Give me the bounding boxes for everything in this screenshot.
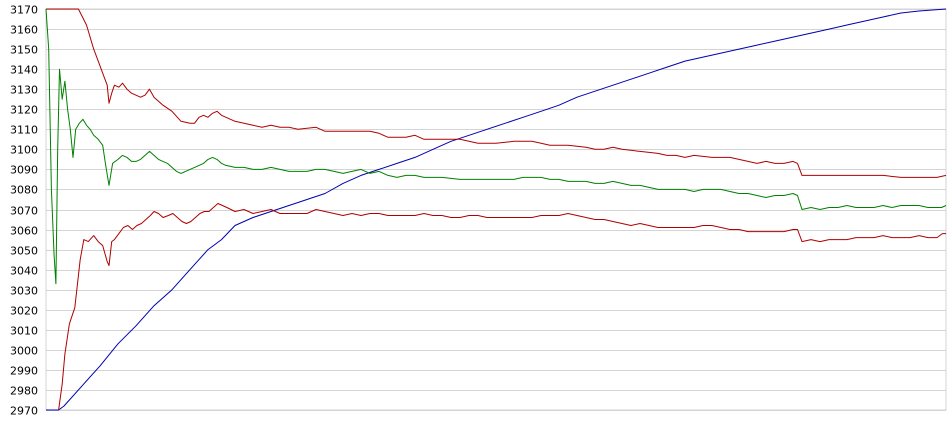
y-tick-label: 3050 xyxy=(10,245,38,258)
y-tick-label: 3030 xyxy=(10,285,38,298)
y-tick-label: 3140 xyxy=(10,64,38,77)
y-tick-label: 3020 xyxy=(10,305,38,318)
y-tick-label: 3040 xyxy=(10,265,38,278)
series-line-3-red xyxy=(58,203,946,411)
y-tick-label: 3010 xyxy=(10,325,38,338)
series-line-1-blue xyxy=(46,8,947,411)
y-tick-label: 3090 xyxy=(10,164,38,177)
y-tick-label: 3120 xyxy=(10,104,38,117)
series-line-2-red xyxy=(46,8,947,178)
y-tick-label: 2970 xyxy=(10,405,38,418)
y-tick-label: 2980 xyxy=(10,385,38,398)
series-layer xyxy=(45,8,947,411)
y-tick-label: 3150 xyxy=(10,44,38,57)
grid-layer xyxy=(45,8,947,411)
y-tick-label: 3000 xyxy=(10,345,38,358)
y-tick-label: 3110 xyxy=(10,124,38,137)
y-tick-label: 3060 xyxy=(10,225,38,238)
y-tick-label: 3170 xyxy=(10,4,38,17)
series-line-4-green xyxy=(45,8,947,285)
y-tick-label: 3100 xyxy=(10,144,38,157)
y-tick-label: 3130 xyxy=(10,84,38,97)
y-tick-label: 2990 xyxy=(10,365,38,378)
y-tick-label: 3160 xyxy=(10,24,38,37)
y-tick-label: 3080 xyxy=(10,184,38,197)
y-axis-tick-labels: 2970 2980 2990 3000 3010 3020 3030 3040 3050 3060… xyxy=(10,4,38,418)
y-tick-label: 3070 xyxy=(10,205,38,218)
